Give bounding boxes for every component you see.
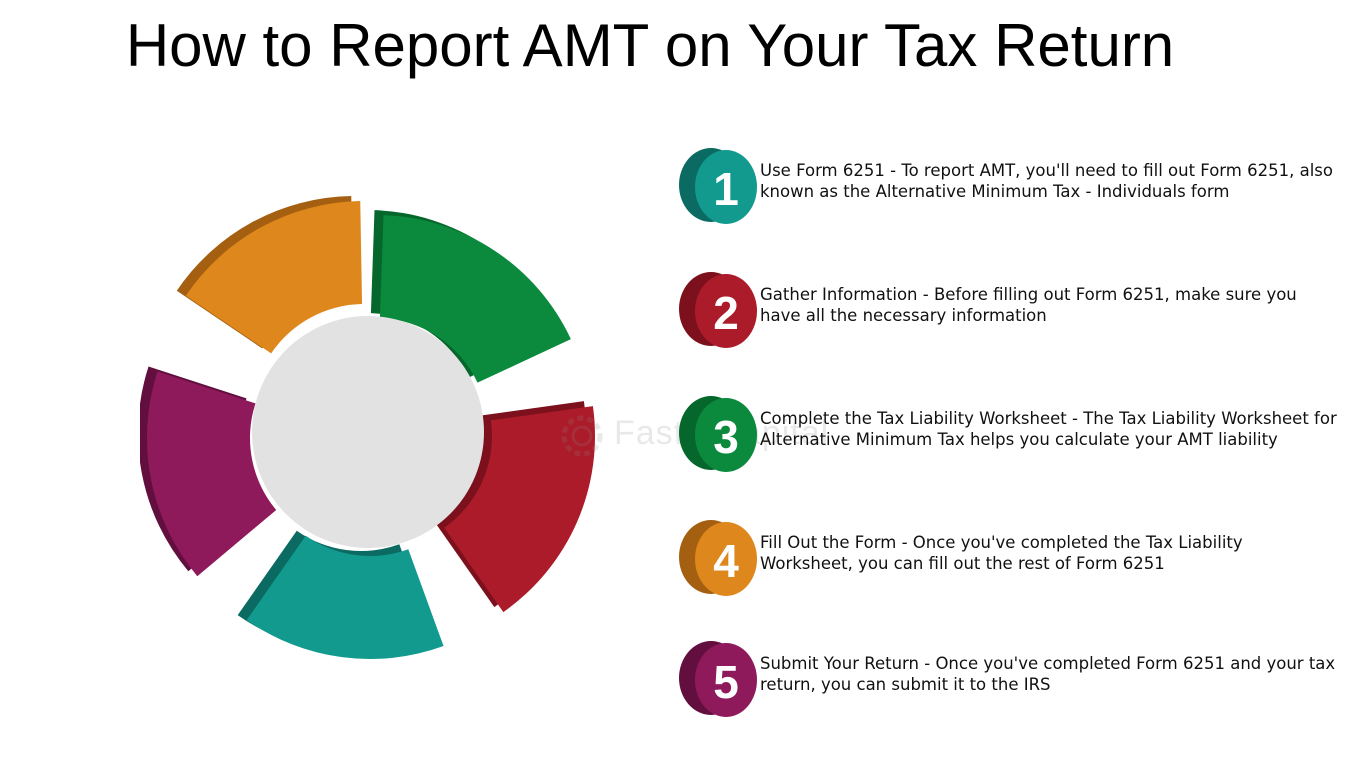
step-number-badge: 4 bbox=[679, 520, 757, 596]
step-number-badge: 2 bbox=[679, 272, 757, 348]
gear-icon bbox=[561, 415, 603, 457]
step-number: 1 bbox=[713, 163, 739, 215]
step-text: Gather Information - Before filling out … bbox=[760, 285, 1297, 325]
step-1: 1 Use Form 6251 - To report AMT, you'll … bbox=[678, 145, 1338, 229]
step-text: Submit Your Return - Once you've complet… bbox=[760, 654, 1336, 694]
ring-center bbox=[252, 316, 484, 548]
step-4: 4 Fill Out the Form - Once you've comple… bbox=[678, 517, 1338, 601]
step-number: 4 bbox=[713, 535, 739, 587]
step-number-badge: 3 bbox=[679, 396, 757, 472]
step-number-badge: 5 bbox=[679, 641, 757, 717]
step-5: 5 Submit Your Return - Once you've compl… bbox=[678, 638, 1338, 722]
step-text: Fill Out the Form - Once you've complete… bbox=[760, 533, 1243, 573]
step-text: Use Form 6251 - To report AMT, you'll ne… bbox=[760, 161, 1333, 201]
step-number: 2 bbox=[713, 287, 739, 339]
step-number: 3 bbox=[713, 411, 739, 463]
ring-segment-face bbox=[379, 215, 571, 383]
segmented-ring-diagram bbox=[140, 196, 595, 659]
step-3: 3 Complete the Tax Liability Worksheet -… bbox=[678, 393, 1338, 477]
ring-segment-3 bbox=[237, 530, 444, 659]
ring-segment-face bbox=[444, 406, 595, 613]
ring-segment-face bbox=[185, 201, 363, 354]
step-2: 2 Gather Information - Before filling ou… bbox=[678, 269, 1338, 353]
step-text: Complete the Tax Liability Worksheet - T… bbox=[760, 409, 1337, 449]
ring-segment-1 bbox=[370, 210, 571, 383]
step-number: 5 bbox=[713, 656, 739, 708]
ring-segment-face bbox=[246, 535, 444, 659]
ring-segment-5 bbox=[176, 196, 363, 354]
step-number-badge: 1 bbox=[679, 148, 757, 224]
page-title: How to Report AMT on Your Tax Return bbox=[125, 12, 1175, 79]
ring-segment-face bbox=[146, 371, 277, 577]
ring-segment-2 bbox=[435, 401, 595, 613]
ring-segment-4 bbox=[140, 366, 277, 577]
